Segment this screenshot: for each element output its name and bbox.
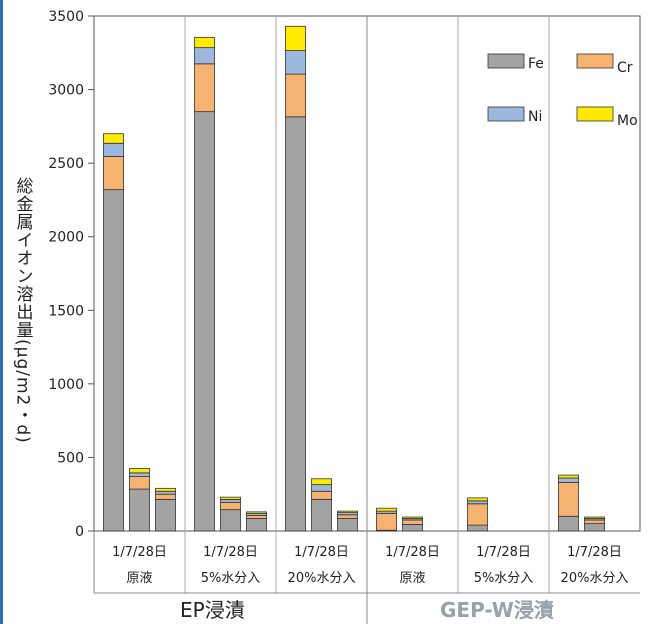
- bar-segment-cr: [285, 73, 306, 118]
- bar-segment-cr: [103, 156, 124, 191]
- legend-label-ni: Ni: [528, 109, 542, 125]
- bar-segment-ni: [558, 477, 579, 483]
- bar-segment-mo: [194, 36, 215, 49]
- bar-segment-ni: [220, 498, 241, 503]
- left-border-rule: [0, 0, 3, 624]
- bar-segment-mo: [376, 507, 397, 512]
- x-condition-label: 20%水分入: [561, 571, 629, 586]
- y-tick-label: 3000: [48, 83, 84, 99]
- bar-segment-cr: [402, 519, 423, 525]
- bar-segment-mo: [584, 516, 605, 519]
- bar-segment-cr: [155, 493, 176, 500]
- bar-segment-mo: [129, 468, 150, 474]
- bar-segment-fe: [467, 524, 488, 532]
- bar-segment-fe: [155, 498, 176, 532]
- bar-segment-cr: [584, 519, 605, 525]
- y-axis-label: 総金属イオン溶出量(μg/m2・d): [12, 176, 33, 444]
- y-tick-label: 2000: [48, 230, 84, 246]
- bar-segment-cr: [220, 501, 241, 511]
- legend-swatch-fe: [487, 53, 525, 69]
- legend-swatch-ni: [487, 106, 525, 122]
- bar-segment-fe: [129, 488, 150, 532]
- bar-segment-mo: [220, 496, 241, 500]
- x-condition-label: 原液: [399, 571, 425, 586]
- y-tick-label: 3500: [48, 9, 84, 25]
- bar-segment-cr: [558, 482, 579, 517]
- x-condition-label: 5%水分入: [474, 571, 534, 586]
- x-days-label: 1/7/28日: [385, 545, 440, 560]
- x-condition-label: 20%水分入: [288, 571, 356, 586]
- legend-swatch-mo: [576, 106, 614, 122]
- x-days-label: 1/7/28日: [203, 545, 258, 560]
- x-condition-label: 5%水分入: [201, 571, 261, 586]
- bar-segment-cr: [467, 503, 488, 526]
- bar-segment-fe: [402, 523, 423, 532]
- bar-segment-ni: [285, 50, 306, 75]
- legend-label-mo: Mo: [617, 113, 638, 129]
- legend-label-fe: Fe: [528, 56, 544, 72]
- bar-segment-fe: [194, 111, 215, 532]
- bar-segment-fe: [337, 518, 358, 532]
- y-tick-label: 500: [57, 450, 84, 466]
- bar-segment-cr: [311, 490, 332, 500]
- bar-segment-mo: [337, 510, 358, 514]
- bar-segment-fe: [220, 509, 241, 532]
- bar-segment-fe: [285, 116, 306, 532]
- bar-segment-mo: [558, 474, 579, 479]
- legend: Fe Cr Ni Mo: [487, 53, 638, 129]
- y-tick-label: 1500: [48, 303, 84, 319]
- bar-segment-ni: [155, 490, 176, 495]
- x-condition-label: 原液: [126, 571, 152, 586]
- bar-segment-mo: [246, 511, 267, 514]
- x-labels: 1/7/28日原液1/7/28日5%水分入1/7/28日20%水分入1/7/28…: [112, 545, 628, 586]
- bar-segment-mo: [311, 478, 332, 486]
- bar-segment-mo: [402, 516, 423, 519]
- bar-segment-ni: [467, 500, 488, 505]
- bar-segment-mo: [285, 25, 306, 51]
- x-days-label: 1/7/28日: [294, 545, 349, 560]
- bar-segment-cr: [129, 476, 150, 490]
- y-tick-label: 0: [75, 524, 84, 540]
- bar-segment-fe: [584, 523, 605, 532]
- bar-segment-ni: [194, 47, 215, 65]
- bar-segment-fe: [246, 518, 267, 532]
- x-days-label: 1/7/28日: [112, 545, 167, 560]
- legend-label-cr: Cr: [617, 60, 633, 76]
- y-tick-label: 1000: [48, 377, 84, 393]
- bars: [103, 25, 605, 532]
- group-label-gep: GEP-W浸漬: [440, 598, 554, 622]
- bar-segment-fe: [103, 189, 124, 532]
- bar-segment-cr: [194, 63, 215, 113]
- y-ticks: 0 500 1000 1500 2000 2500 3000 3500: [48, 9, 94, 540]
- bar-segment-fe: [311, 498, 332, 532]
- bar-segment-cr: [337, 514, 358, 519]
- bar-segment-ni: [311, 484, 332, 492]
- bar-segment-ni: [103, 142, 124, 157]
- group-label-ep: EP浸漬: [180, 598, 245, 622]
- x-days-label: 1/7/28日: [476, 545, 531, 560]
- bar-segment-cr: [376, 512, 397, 531]
- x-days-label: 1/7/28日: [567, 545, 622, 560]
- bar-segment-mo: [467, 497, 488, 502]
- bar-segment-fe: [558, 515, 579, 532]
- y-tick-label: 2500: [48, 156, 84, 172]
- bar-segment-mo: [103, 133, 124, 144]
- plot-frame: [93, 15, 641, 624]
- legend-swatch-cr: [576, 53, 614, 69]
- bar-segment-ni: [129, 472, 150, 477]
- bar-segment-cr: [246, 515, 267, 519]
- bar-segment-mo: [155, 487, 176, 492]
